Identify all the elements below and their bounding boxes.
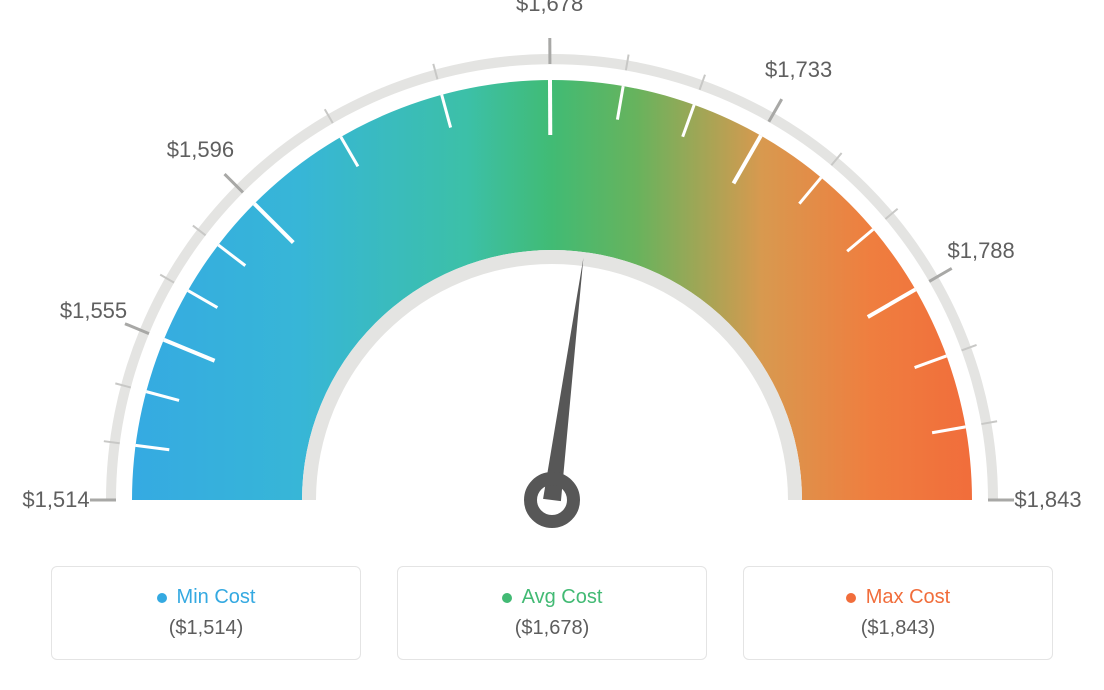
legend-value: ($1,514): [169, 617, 244, 640]
dot-icon: [846, 593, 856, 603]
legend-card-avg: Avg Cost ($1,678): [397, 566, 707, 660]
legend-label: Avg Cost: [522, 586, 603, 609]
legend-card-min: Min Cost ($1,514): [51, 566, 361, 660]
dot-icon: [502, 593, 512, 603]
gauge-tick-label: $1,733: [765, 57, 832, 83]
gauge-tick-label: $1,596: [167, 137, 234, 163]
legend-label: Max Cost: [866, 586, 950, 609]
legend-title-avg: Avg Cost: [502, 586, 603, 609]
dot-icon: [157, 593, 167, 603]
gauge-tick-label: $1,514: [22, 487, 89, 513]
gauge-tick-label: $1,678: [516, 0, 583, 17]
legend-value: ($1,678): [515, 617, 590, 640]
gauge-svg: [0, 0, 1104, 560]
legend-label: Min Cost: [177, 586, 256, 609]
gauge-chart: $1,514 $1,555 $1,596 $1,678 $1,733 $1,788 $1,8…: [0, 0, 1104, 560]
legend-title-max: Max Cost: [846, 586, 950, 609]
legend-row: Min Cost ($1,514) Avg Cost ($1,678) Max …: [0, 566, 1104, 660]
gauge-tick-label: $1,843: [1014, 487, 1081, 513]
gauge-tick-label: $1,555: [60, 298, 127, 324]
legend-card-max: Max Cost ($1,843): [743, 566, 1053, 660]
legend-value: ($1,843): [861, 617, 936, 640]
legend-title-min: Min Cost: [157, 586, 256, 609]
gauge-tick-label: $1,788: [947, 238, 1014, 264]
